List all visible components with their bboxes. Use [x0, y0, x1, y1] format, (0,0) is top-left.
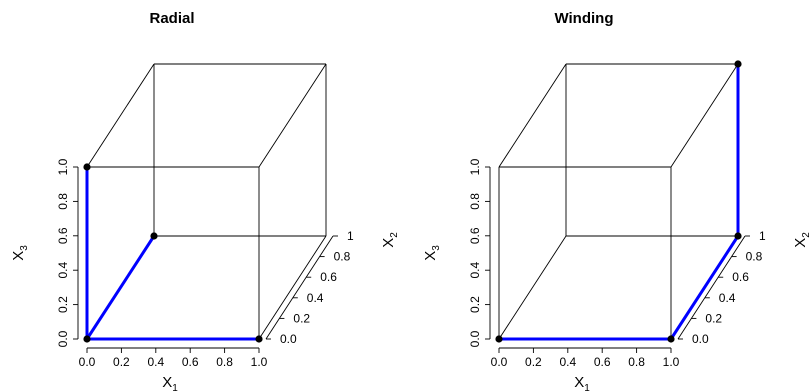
x2-tick-label: 0.8 [334, 250, 351, 264]
data-point-4 [734, 60, 742, 68]
x3-tick-label: 0.0 [56, 330, 70, 347]
x2-axis-line [265, 235, 334, 340]
box-edge-6 [258, 63, 327, 168]
chart-title: Radial [149, 10, 194, 27]
x1-tick-label: 0.2 [525, 355, 542, 369]
x2-axis-label-letter: X [792, 238, 809, 248]
x1-axis-label-subscript: 1 [584, 383, 590, 392]
x1-axis-label-letter: X [162, 374, 172, 391]
x2-tick-label: 0.8 [746, 250, 763, 264]
data-point-2 [667, 335, 675, 343]
box-edge-2 [258, 235, 327, 340]
x2-axis-label-letter: X [380, 238, 397, 248]
x2-axis-label: X2 [380, 232, 400, 248]
x3-tick-label: 1.0 [56, 158, 70, 175]
x2-tick-label: 1 [347, 229, 354, 243]
x1-tick-label: 0.6 [594, 355, 611, 369]
x1-tick-label: 0.4 [147, 355, 164, 369]
x1-axis-label: X1 [574, 374, 590, 392]
data-point-4 [83, 163, 91, 171]
x3-tick-label: 0.0 [468, 330, 482, 347]
x3-tick-label: 0.6 [56, 227, 70, 244]
path-segment-2 [85, 235, 156, 340]
x3-axis-label-letter: X [10, 251, 27, 261]
data-point-1 [495, 335, 503, 343]
x2-tick-label: 0.2 [705, 311, 722, 325]
chart-title: Winding [554, 10, 613, 27]
x2-tick-label: 0.6 [732, 270, 749, 284]
x2-tick-label: 0.4 [719, 291, 736, 305]
x3-tick-label: 0.6 [468, 227, 482, 244]
x1-tick-label: 0.4 [559, 355, 576, 369]
x3-axis-label-letter: X [422, 251, 439, 261]
x3-axis-label: X3 [422, 245, 442, 261]
x3-tick-label: 0.4 [468, 262, 482, 279]
x3-tick-label: 0.2 [56, 296, 70, 313]
x3-axis-label-subscript: 3 [431, 245, 442, 251]
x2-tick-label: 0.0 [280, 332, 297, 346]
x3-tick-label: 1.0 [468, 158, 482, 175]
x2-tick-label: 0.0 [692, 332, 709, 346]
x2-axis-label-subscript: 2 [389, 232, 400, 238]
x1-axis-label-subscript: 1 [172, 383, 178, 392]
x1-axis-label-letter: X [574, 374, 584, 391]
x1-tick-label: 0.8 [628, 355, 645, 369]
x1-tick-label: 0.0 [79, 355, 96, 369]
x1-tick-label: 1.0 [663, 355, 680, 369]
path-segment-2 [669, 235, 740, 340]
x3-tick-label: 0.8 [56, 193, 70, 210]
x1-tick-label: 0.0 [491, 355, 508, 369]
x3-axis-label: X3 [10, 245, 30, 261]
x1-axis-label: X1 [162, 374, 178, 392]
box-edge-4 [498, 235, 567, 340]
box-edge-8 [86, 63, 155, 168]
x2-tick-label: 0.2 [293, 311, 310, 325]
box-edge-6 [670, 63, 739, 168]
data-point-3 [734, 232, 742, 240]
data-point-2 [255, 335, 263, 343]
data-point-1 [83, 335, 91, 343]
x1-tick-label: 0.8 [216, 355, 233, 369]
x1-tick-label: 0.2 [113, 355, 130, 369]
x2-axis-label: X2 [792, 232, 810, 248]
x2-tick-label: 1 [759, 229, 766, 243]
data-point-3 [150, 232, 158, 240]
x3-tick-label: 0.8 [468, 193, 482, 210]
x2-axis-label-subscript: 2 [801, 232, 810, 238]
x2-tick-label: 0.4 [307, 291, 324, 305]
x1-tick-label: 0.6 [182, 355, 199, 369]
x2-tick-label: 0.6 [320, 270, 337, 284]
x3-tick-label: 0.4 [56, 262, 70, 279]
x3-tick-label: 0.2 [468, 296, 482, 313]
x3-axis-label-subscript: 3 [19, 245, 30, 251]
x2-axis-line [677, 235, 746, 340]
x1-tick-label: 1.0 [251, 355, 268, 369]
box-edge-8 [498, 63, 567, 168]
